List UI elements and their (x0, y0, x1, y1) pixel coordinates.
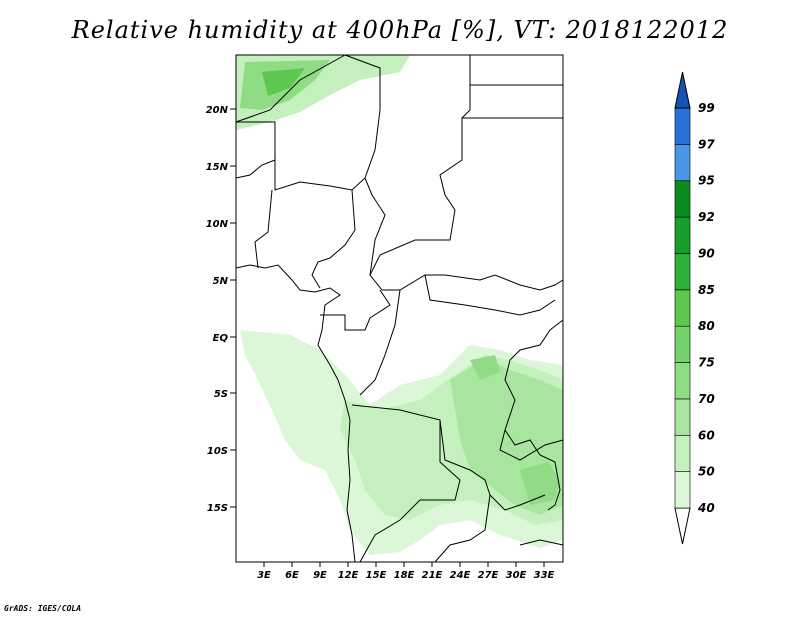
colorbar-segment (674, 398, 691, 436)
colorbar-segment (674, 107, 691, 145)
humidity-region-southeast-core (470, 355, 500, 380)
lon-label: 21E (422, 570, 443, 581)
colorbar-segment (674, 434, 691, 472)
lat-label: 5N (213, 276, 229, 287)
country-borders (235, 54, 564, 563)
longitude-axis: 3E 6E 9E 12E 15E 18E 21E 24E 27E 30E 33E (257, 562, 555, 581)
colorbar-label: 40 (697, 501, 715, 515)
colorbar-label: 75 (698, 356, 715, 370)
lat-label: 5S (214, 389, 228, 400)
lat-label: 10N (206, 219, 229, 230)
colorbar-lower-tip (674, 507, 691, 545)
colorbar-segment (674, 289, 691, 327)
lon-label: 3E (257, 570, 271, 581)
colorbar-label: 90 (698, 246, 715, 260)
lat-label: EQ (213, 333, 229, 344)
colorbar-segment (674, 144, 691, 182)
colorbar-upper-tip (674, 71, 691, 109)
colorbar-label: 97 (698, 137, 715, 151)
lon-label: 6E (285, 570, 299, 581)
colorbar-labels: 40 50 60 70 75 80 85 90 92 95 97 99 (697, 101, 715, 515)
humidity-region-north-inner (262, 68, 305, 96)
latitude-axis: 20N 15N 10N 5N EQ 5S 10S 15S (206, 105, 236, 514)
lon-label: 30E (506, 570, 527, 581)
colorbar-label: 99 (698, 101, 715, 115)
colorbar-segments (674, 71, 691, 545)
colorbar-label: 80 (698, 319, 715, 333)
colorbar-segment (674, 216, 691, 254)
lon-label: 24E (450, 570, 471, 581)
lon-label: 33E (534, 570, 555, 581)
colorbar-label: 70 (698, 392, 715, 406)
colorbar-segment (674, 180, 691, 218)
lat-label: 15N (206, 162, 229, 173)
lon-label: 27E (478, 570, 499, 581)
colorbar-label: 60 (698, 428, 715, 442)
colorbar-segment (674, 362, 691, 400)
colorbar-segment (674, 325, 691, 363)
lat-label: 20N (206, 105, 229, 116)
map-panel: 20N 15N 10N 5N EQ 5S 10S 15S 3E 6E 9E 12… (206, 54, 564, 581)
colorbar-segment (674, 253, 691, 291)
lat-label: 10S (207, 446, 228, 457)
lon-label: 9E (313, 570, 327, 581)
colorbar-segment (674, 471, 691, 509)
humidity-region-southeast-core2 (520, 462, 560, 505)
colorbar-label: 95 (698, 174, 715, 188)
colorbar: 40 50 60 70 75 80 85 90 92 95 97 99 (674, 71, 715, 545)
lon-label: 15E (366, 570, 387, 581)
lon-label: 12E (338, 570, 359, 581)
lat-label: 15S (207, 503, 228, 514)
colorbar-label: 92 (698, 210, 715, 224)
plot-title: Relative humidity at 400hPa [%], VT: 201… (71, 16, 729, 44)
colorbar-label: 50 (698, 465, 715, 479)
colorbar-label: 85 (698, 283, 715, 297)
lon-label: 18E (394, 570, 415, 581)
grads-credit: GrADS: IGES/COLA (4, 604, 82, 613)
